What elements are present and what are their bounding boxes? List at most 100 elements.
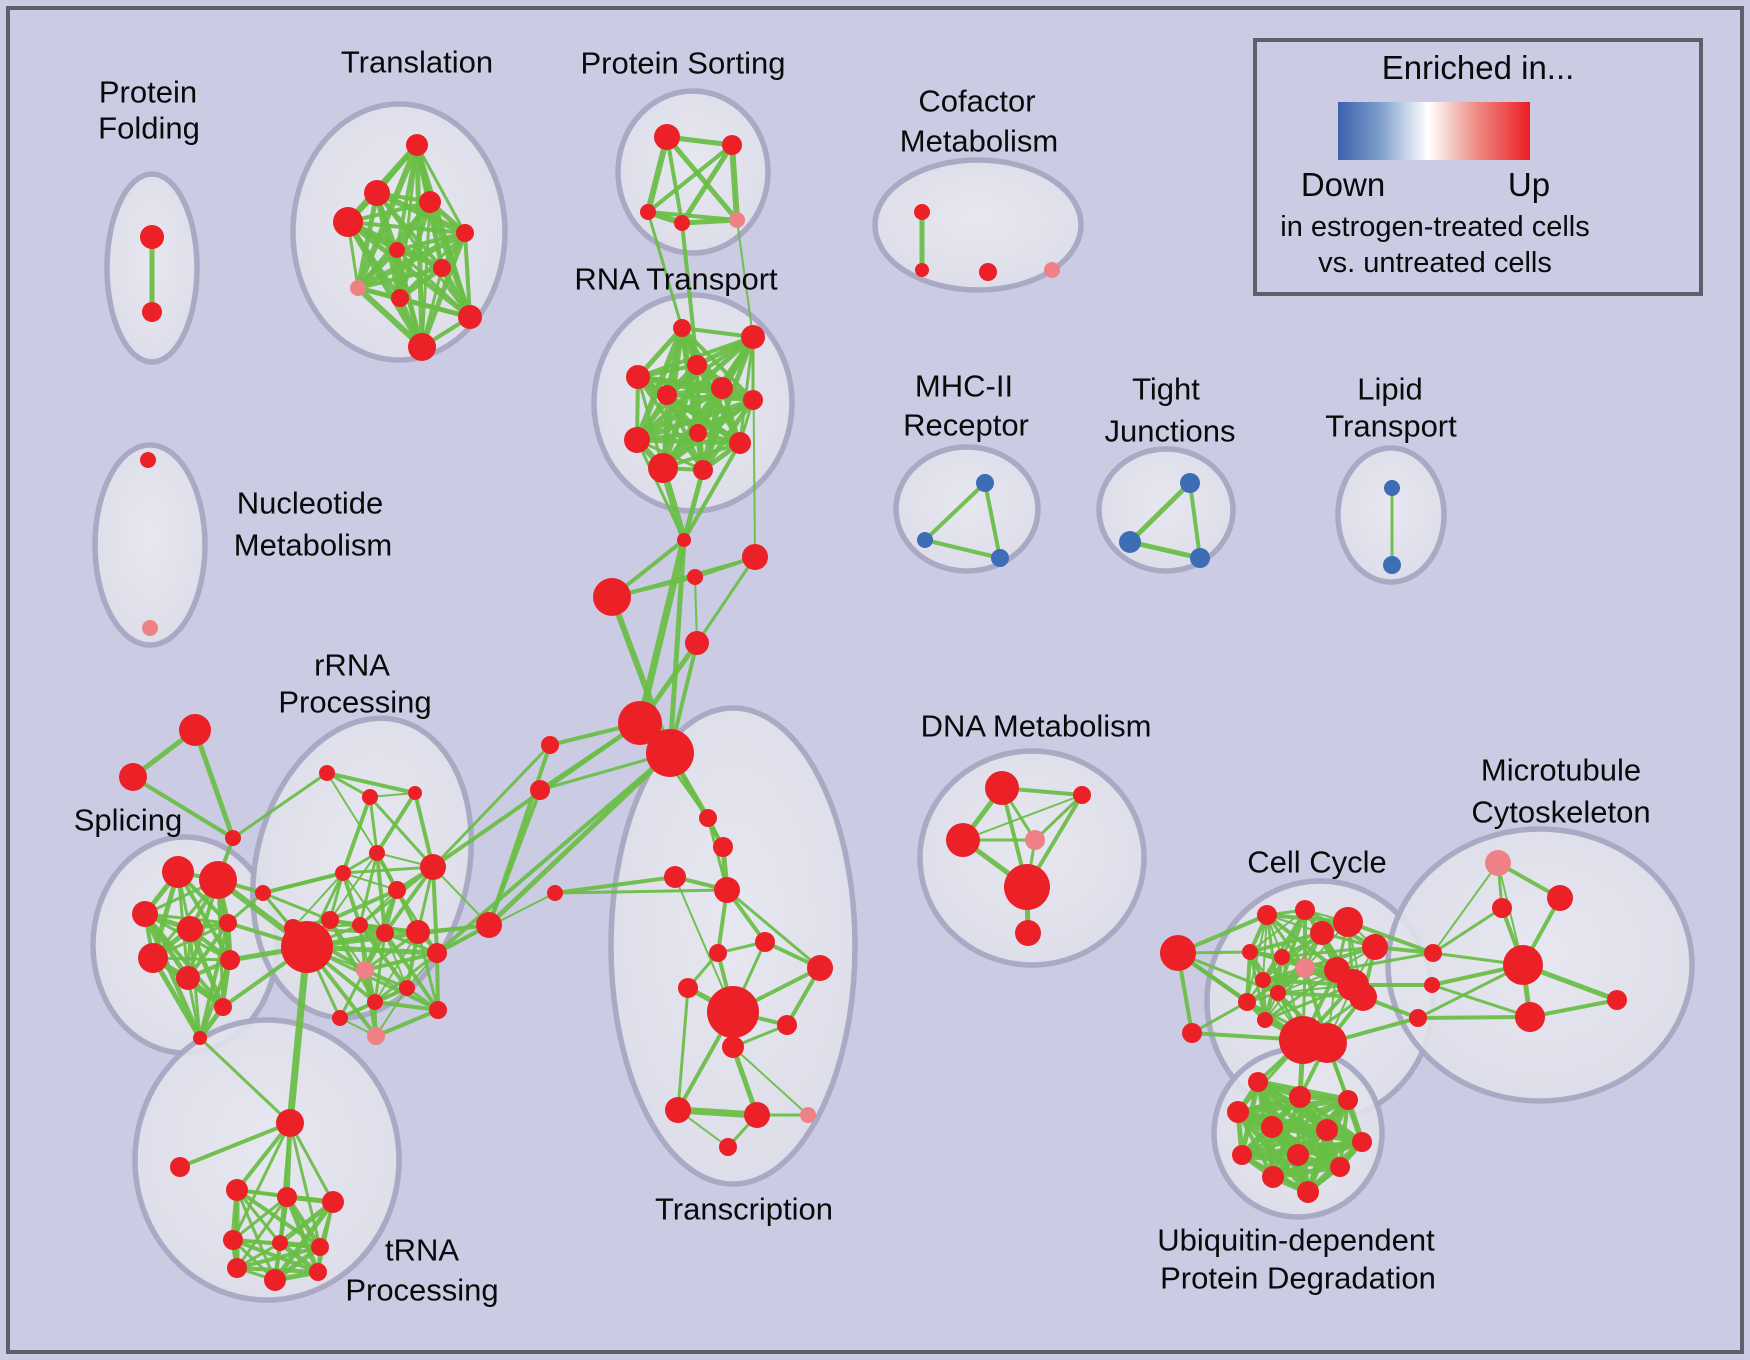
node-rt3 [687,355,707,375]
node-tn2 [226,1179,248,1201]
cluster-label-microtubule-cytoskeleton: Cytoskeleton [1471,795,1650,830]
node-ub7 [1232,1145,1252,1165]
node-rr6 [420,854,446,880]
edge [292,872,344,929]
legend-down-label: Down [1300,166,1386,203]
node-d5 [1015,920,1041,946]
cluster-label-cofactor-metabolism: Cofactor [918,84,1035,119]
edge [342,872,398,891]
node-rr1 [362,789,378,805]
node-txb [713,837,733,857]
edge [636,375,705,472]
edge [375,791,417,855]
node-sp2 [132,901,158,927]
cluster-label-trna-processing: Processing [345,1273,498,1308]
node-ub5 [1316,1119,1338,1141]
node-ub3 [1227,1101,1249,1123]
edge [231,771,329,840]
cluster-ellipse-protein-sorting [615,88,771,256]
node-rr17 [376,924,394,942]
edge [325,771,372,799]
node-rr12 [356,961,374,979]
edge [415,143,467,235]
node-tx1 [755,932,775,952]
node-ub10 [1330,1157,1350,1177]
legend-up-label: Up [1507,166,1551,203]
edge [676,986,690,1112]
edge [284,1194,321,1275]
node-rr3 [369,845,385,861]
edge [634,397,756,443]
cluster-label-nucleotide-metabolism: Metabolism [234,528,393,563]
node-ub11 [1297,1181,1319,1203]
cluster-label-mhc-ii-receptor: MHC-II [915,369,1013,404]
node-rr4 [335,865,351,881]
edge [923,538,1002,560]
node-j2 [1190,548,1210,568]
edge [736,219,754,338]
edge [235,1195,289,1270]
node-tn6 [272,1235,288,1251]
edge [198,958,232,1040]
node-sp8 [214,998,232,1016]
edge [1335,951,1435,972]
edge [288,1121,322,1249]
node-rr9 [429,1001,447,1019]
node-tx9 [744,1102,770,1128]
node-t4 [456,224,474,242]
edge [373,1000,440,1012]
edge [431,865,439,955]
node-co3 [1044,262,1060,278]
node-sp3 [177,916,203,942]
edge [261,871,345,895]
node-ccB2 [1307,1023,1347,1063]
edge [345,219,425,350]
node-t5 [389,242,405,258]
node-br0 [255,885,271,901]
cluster-label-transcription: Transcription [655,1192,833,1227]
node-bg2 [1424,977,1440,993]
node-ub0 [1248,1072,1268,1092]
node-rt5 [743,390,763,410]
edge [983,481,1002,560]
node-c1 [677,533,691,547]
legend-gradient-bar [1338,102,1530,160]
edge [682,441,742,542]
edge [383,865,435,935]
node-txc [664,866,686,888]
edge [1240,1128,1329,1157]
node-rr7 [406,920,430,944]
edge [732,1046,809,1116]
cluster-label-tight-junctions: Tight [1132,372,1200,407]
edge [356,266,444,290]
edge [486,750,673,928]
cluster-label-translation: Translation [341,45,493,80]
cluster-label-nucleotide-metabolism: Nucleotide [237,486,383,521]
node-tx2 [709,944,727,962]
node-t8 [391,289,409,307]
node-m1 [685,631,709,655]
node-ub9 [1262,1166,1284,1188]
edge [553,888,729,895]
edge [375,987,408,1037]
edge [923,481,987,542]
node-ps1 [722,135,742,155]
edge [326,772,378,854]
edge [664,134,740,223]
cluster-label-ubiquitin-degradation: Protein Degradation [1160,1261,1436,1296]
cluster-ellipse-nucleotide-metabolism [92,442,208,648]
edge [1270,1164,1343,1180]
node-t9 [458,305,482,329]
node-rr18 [476,912,502,938]
edge [1190,1000,1249,1035]
edge [286,943,311,1127]
node-rr16 [352,917,368,933]
edge [1127,480,1193,545]
node-ub8 [1287,1144,1309,1166]
node-sp4 [219,914,237,932]
node-rt11 [693,460,713,480]
node-mc0 [1485,850,1511,876]
edge [272,1199,336,1283]
node-mc1 [1547,885,1573,911]
